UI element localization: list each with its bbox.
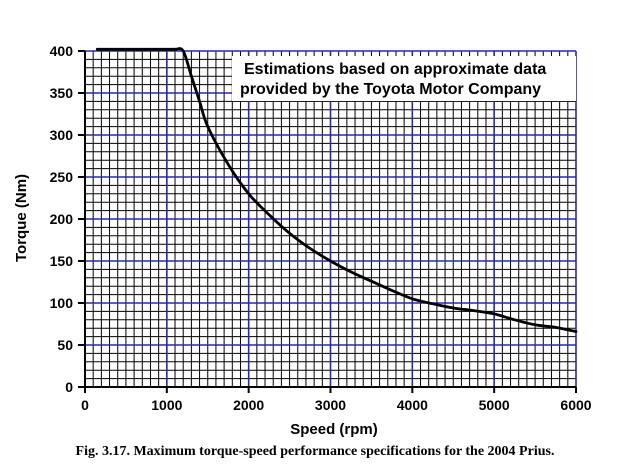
y-tick-label: 50 — [57, 337, 73, 353]
y-tick-label: 150 — [50, 253, 74, 269]
annotation-line-2: provided by the Toyota Motor Company — [240, 81, 541, 98]
x-tick-label: 6000 — [560, 397, 591, 413]
x-tick-label: 2000 — [233, 397, 264, 413]
y-tick-label: 250 — [50, 169, 74, 185]
y-tick-label: 350 — [50, 85, 74, 101]
annotation-box: Estimations based on approximate data pr… — [232, 56, 576, 101]
x-tick-label: 4000 — [397, 397, 428, 413]
y-tick-label: 400 — [50, 43, 74, 59]
series — [95, 47, 578, 333]
annotation-line-1: Estimations based on approximate data — [244, 61, 546, 78]
x-axis-title: Speed (rpm) — [290, 421, 378, 438]
x-tick-label: 5000 — [479, 397, 510, 413]
y-tick-label: 0 — [65, 379, 73, 395]
y-tick-label: 200 — [50, 211, 74, 227]
figure-caption: Fig. 3.17. Maximum torque-speed performa… — [76, 444, 555, 459]
y-axis-title: Torque (Nm) — [13, 174, 30, 262]
y-tick-label: 100 — [50, 295, 74, 311]
x-tick-label: 1000 — [151, 397, 182, 413]
annotation-background — [232, 56, 576, 101]
torque-curve-line — [95, 47, 578, 333]
x-tick-label: 3000 — [315, 397, 346, 413]
grid-lines — [84, 50, 577, 388]
x-tick-label: 0 — [81, 397, 89, 413]
y-tick-label: 300 — [50, 127, 74, 143]
axes — [78, 50, 577, 393]
